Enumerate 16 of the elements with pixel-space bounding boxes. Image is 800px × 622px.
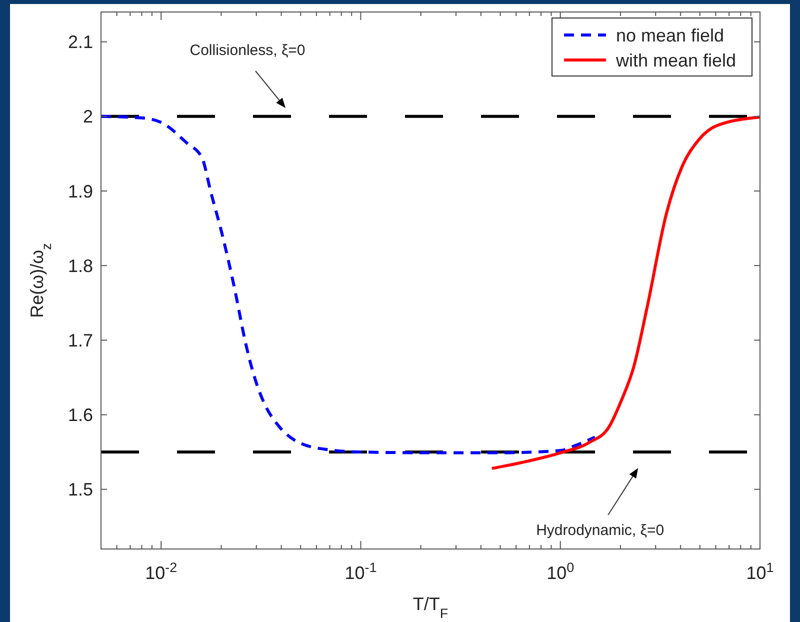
y-tick-label: 1.7 — [68, 330, 93, 350]
x-axis-title: T/T$_{F}$ — [412, 594, 448, 620]
x-tick-label: 10$^{-2}$ — [145, 560, 178, 583]
y-tick-label: 2.1 — [68, 32, 93, 52]
y-tick-label: 1.6 — [68, 405, 93, 426]
y-tick-label: 2 — [82, 106, 93, 127]
y-tick-label: 1.8 — [68, 256, 93, 276]
legend-label: no mean field — [616, 25, 724, 46]
x-tick-label: 10$^{-1}$ — [344, 560, 377, 583]
y-tick-label: 1.9 — [68, 181, 93, 202]
annotation: Collisionless, ξ=0 — [190, 42, 306, 59]
annotation: Hydrodynamic, ξ=0 — [536, 522, 664, 539]
x-tick-label: 10$^{1}$ — [746, 560, 774, 583]
y-tick-label: 1.5 — [68, 480, 93, 500]
legend-label: with mean field — [615, 50, 736, 70]
x-tick-label: 10$^{0}$ — [546, 560, 574, 583]
